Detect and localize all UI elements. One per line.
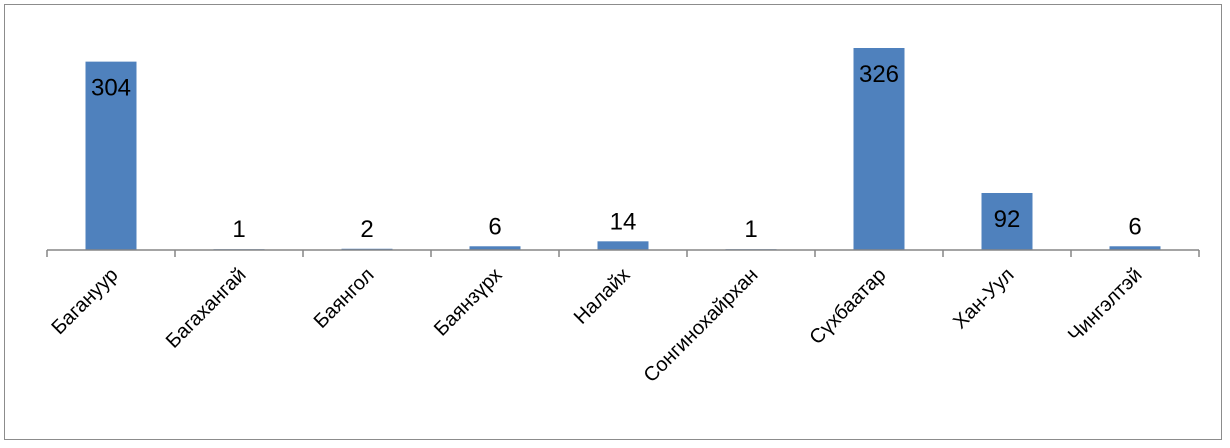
x-tick-label: Баянгол (310, 264, 379, 333)
data-label: 6 (488, 213, 501, 240)
data-label: 2 (360, 216, 373, 243)
bars (85, 48, 1161, 251)
bar-5 (597, 241, 649, 250)
chart-frame: 304 1 2 6 14 1 326 92 6 Багануур Багахангай Баянго… (4, 4, 1222, 440)
bar-1 (85, 61, 137, 251)
data-label: 1 (232, 216, 245, 243)
data-label: 14 (610, 208, 637, 235)
tick-labels: Багануур Багахангай Баянгол Баянзүрх Налайх С… (47, 264, 1146, 387)
x-tick-label: Багахангай (162, 264, 251, 353)
data-labels: 304 1 2 6 14 1 326 92 6 (91, 61, 1142, 243)
x-tick-label: Баянзүрх (430, 264, 507, 341)
bar-7 (853, 48, 905, 250)
data-label: 304 (91, 75, 131, 102)
x-tick-label: Сонгинохайрхан (640, 264, 763, 387)
bar-4 (469, 246, 521, 250)
data-label: 1 (744, 216, 757, 243)
x-tick-label: Хан-Уул (949, 264, 1018, 333)
bar-9 (1109, 246, 1161, 250)
x-tick-label: Багануур (47, 264, 122, 339)
data-label: 326 (859, 61, 899, 88)
x-tick-label: Сүхбаатар (806, 264, 891, 349)
x-tick-label: Чингэлтэй (1064, 264, 1147, 347)
data-label: 92 (994, 206, 1021, 233)
x-tick-label: Налайх (570, 264, 635, 329)
bar-8 (981, 192, 1033, 250)
data-label: 6 (1128, 213, 1141, 240)
bar-chart: 304 1 2 6 14 1 326 92 6 Багануур Багахангай Баянго… (46, 48, 1200, 387)
x-axis (46, 249, 1200, 257)
